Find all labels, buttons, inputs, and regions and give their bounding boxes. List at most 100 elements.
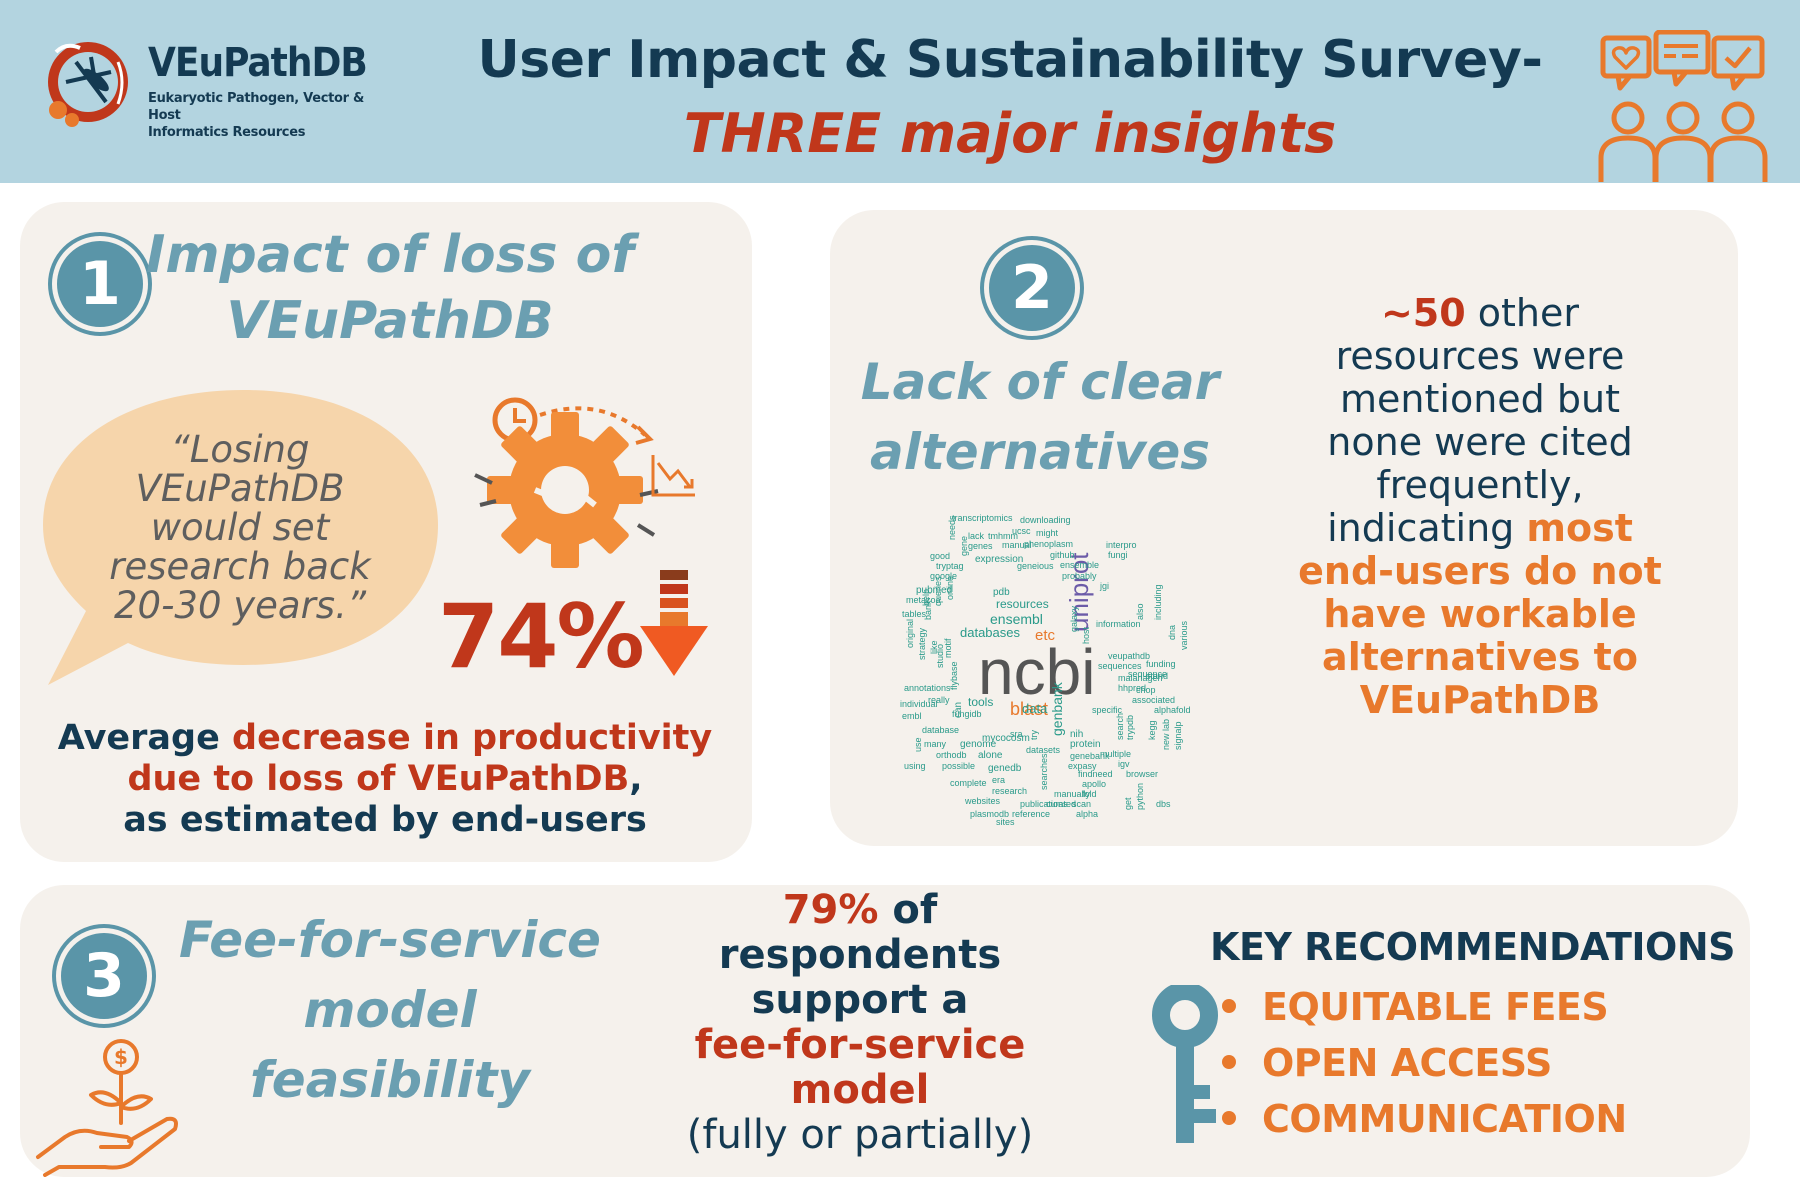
fee-stat-line: (fully or partially) (686, 1112, 1034, 1158)
wordcloud-word: ncbi (978, 636, 1096, 708)
insight-2-panel (830, 210, 1738, 846)
mosquito-pathogen-logo-icon (48, 42, 128, 127)
wordcloud-word: associated (1132, 695, 1176, 705)
caption-line2: due to loss of VEuPathDB, (40, 759, 730, 800)
wordcloud-word: really (928, 695, 950, 705)
quote-line: “Losing (170, 428, 310, 471)
wordcloud-word: alphafold (1154, 705, 1191, 715)
wordcloud-word: annotations (904, 683, 951, 693)
alternatives-line: resources were (1335, 334, 1625, 378)
wordcloud-word: era (992, 775, 1006, 785)
wordcloud-word: online (945, 575, 955, 600)
wordcloud-word: strategy (917, 627, 927, 660)
alternatives-text: ~50 other resources were mentioned but n… (1270, 292, 1690, 722)
header-banner: VEuPathDB Eukaryotic Pathogen, Vector & … (0, 0, 1800, 183)
wordcloud-word: google (930, 571, 958, 581)
recommendation-label: COMMUNICATION (1262, 1097, 1627, 1141)
caption-text: , (629, 759, 643, 799)
wordcloud-word: interpro (1106, 540, 1137, 550)
recommendation-item: COMMUNICATION (1222, 1097, 1627, 1141)
wordcloud-word: host (1081, 626, 1091, 644)
wordcloud-word: apollo (1082, 779, 1107, 789)
wordcloud-word: bank (923, 600, 933, 620)
caption-highlight: due to loss of VEuPathDB (127, 759, 630, 799)
alternatives-line: ~50 other (1270, 292, 1690, 335)
caption-line1: Average decrease in productivity (40, 718, 730, 759)
wordcloud-word: searches (1039, 753, 1049, 790)
wordcloud-word: ensemble (1060, 560, 1100, 570)
key-recommendations-title: KEY RECOMMENDATIONS (1210, 925, 1736, 969)
insight-3-heading-line1: Fee-for-service (179, 911, 601, 969)
wordcloud-word: curated (1046, 799, 1077, 809)
quote-line: 20-30 years.” (113, 584, 367, 627)
fee-stat-line: support a (751, 977, 969, 1023)
insight-2-number-badge: 2 (984, 240, 1080, 336)
wordcloud-word: gene (959, 535, 969, 556)
wordcloud-word: various (1179, 620, 1189, 650)
caption-highlight: decrease in productivity (232, 718, 713, 758)
wordcloud-word: also (1135, 603, 1145, 620)
logo-subtitle: Eukaryotic Pathogen, Vector & Host Infor… (148, 90, 386, 141)
down-arrow-icon (640, 570, 708, 676)
key-icon (1152, 985, 1218, 1143)
fee-stat-line: respondents (718, 932, 1002, 978)
alternatives-line: mentioned but (1340, 377, 1620, 421)
wordcloud-word: downloading (1020, 515, 1071, 525)
wordcloud-word: sra (1010, 729, 1023, 739)
wordcloud-word: genome (960, 739, 997, 750)
insight-2-heading: Lack of clear alternatives (855, 347, 1225, 487)
fee-stat-highlight: fee-for-service (694, 1022, 1026, 1068)
wordcloud-word: dna (1167, 624, 1177, 640)
wordcloud-word: tools (968, 695, 994, 709)
wordcloud-word: lack (968, 531, 985, 541)
wordcloud-word: trypdb (1125, 714, 1135, 740)
fee-support-stat: 79% of respondents support a fee-for-ser… (600, 888, 1120, 1158)
quote-line: would set (150, 506, 330, 549)
wordcloud-word: might (1036, 528, 1059, 538)
recommendation-item: OPEN ACCESS (1222, 1041, 1552, 1085)
alternatives-line: none were cited (1327, 420, 1633, 464)
alternatives-line: frequently, (1376, 463, 1584, 507)
alternatives-text-part: indicating (1327, 506, 1527, 550)
wordcloud-word: sites (996, 817, 1015, 827)
wordcloud-word: genebank (1070, 751, 1110, 761)
wordcloud-word: ucsc (1012, 526, 1031, 536)
wordcloud-word: stand (1146, 671, 1169, 681)
wordcloud-word: queries (933, 576, 943, 606)
wordcloud-word: genes (968, 541, 993, 551)
insight-3-heading-line2: model feasibility (249, 981, 530, 1109)
wordcloud-word: signalp (1173, 721, 1183, 750)
logo-name: VEuPathDB (148, 40, 368, 86)
wordcloud-word: search (1115, 712, 1125, 740)
wordcloud-word: publications (1020, 799, 1068, 809)
wordcloud-word: tmhmm (988, 531, 1018, 541)
wordcloud-word: probably (1062, 571, 1097, 581)
wordcloud-word: python (1135, 782, 1145, 810)
wordcloud-word: jgi (1100, 581, 1110, 591)
wordcloud-word: phenoplasm (1024, 539, 1074, 549)
wordcloud-word: possible (942, 761, 976, 771)
resources-wordcloud: ncbi uniprot blast etc ensembl genbank d… (900, 500, 1220, 830)
wordcloud-word: github (1050, 550, 1075, 560)
productivity-caption: Average decrease in productivity due to … (40, 718, 730, 841)
wordcloud-word: igv (1118, 759, 1130, 769)
wordcloud-word: protein (1070, 739, 1101, 750)
bullet-icon (1222, 1054, 1236, 1069)
wordcloud-word: dbs (1156, 799, 1171, 809)
wordcloud-word: plasmodb (970, 809, 1010, 819)
wordcloud-word: information (1096, 619, 1141, 629)
wordcloud-word: complete (950, 778, 987, 788)
wordcloud-word: data (1022, 701, 1048, 716)
gear-clock-icon (474, 397, 695, 568)
insight-3-heading: Fee-for-service model feasibility (160, 905, 620, 1115)
insight-3-panel (20, 885, 1750, 1177)
productivity-decrease-stat: 74% (438, 585, 645, 688)
logo-subtitle-line2: Informatics Resources (148, 125, 306, 140)
wordcloud-word: fold (1082, 789, 1097, 799)
wordcloud-word: research (992, 786, 1028, 796)
wordcloud-word: try (1029, 730, 1039, 740)
veupathdb-logo[interactable]: VEuPathDB Eukaryotic Pathogen, Vector & … (36, 32, 386, 140)
wordcloud-word: individual (900, 699, 938, 709)
wordcloud-word: use (913, 737, 923, 752)
wordcloud-word: manual (1002, 540, 1032, 550)
